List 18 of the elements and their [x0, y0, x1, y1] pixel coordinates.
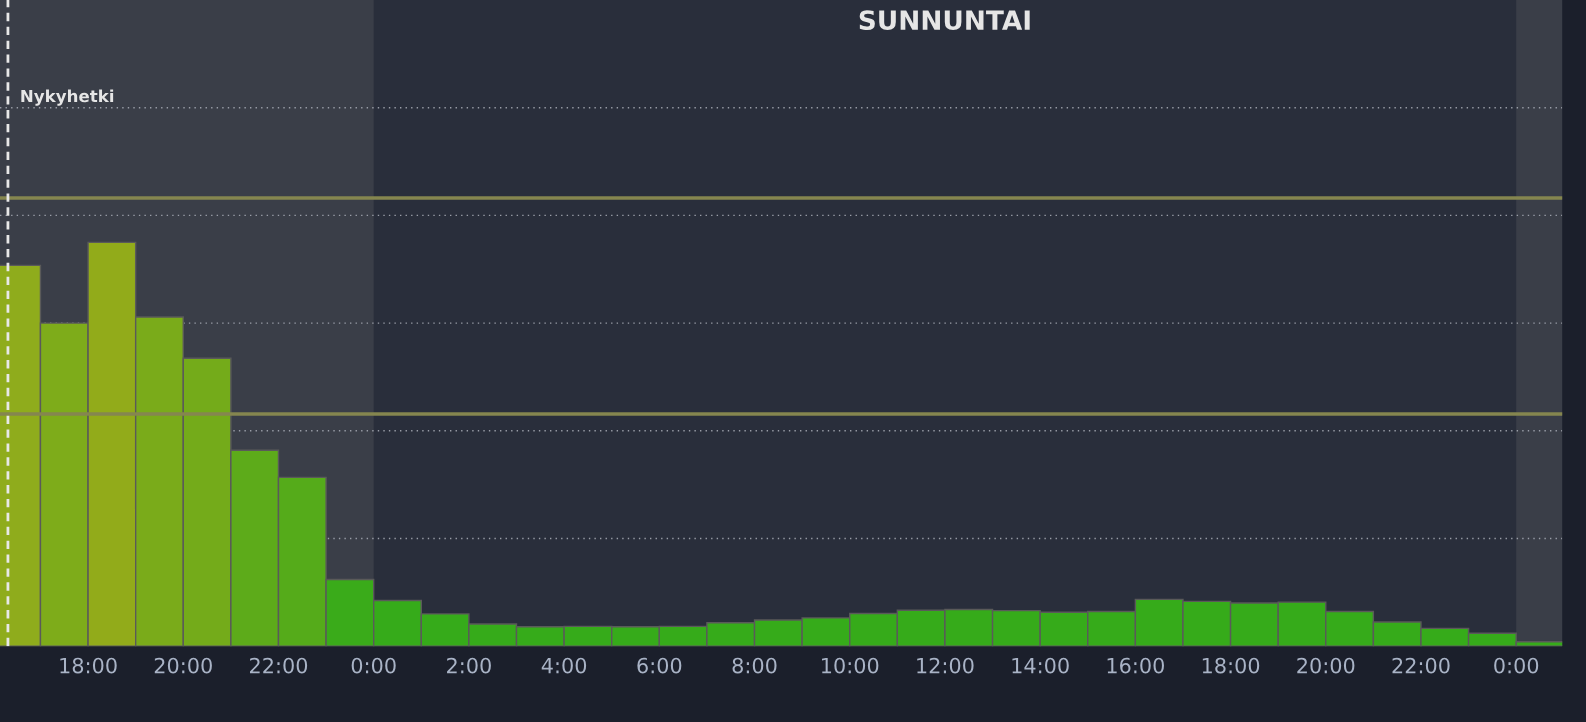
x-tick-label: 4:00: [541, 657, 587, 674]
x-tick-label: 20:00: [1297, 657, 1355, 674]
x-tick-label: 22:00: [249, 657, 308, 674]
x-tick-label: 2:00: [447, 657, 491, 674]
x-tick-label: 12:00: [917, 657, 974, 674]
x-tick-label: 6:00: [637, 657, 682, 674]
x-tick-label: 18:00: [1202, 657, 1260, 674]
x-tick-label: 8:00: [732, 657, 777, 674]
x-tick-label: 0:00: [1494, 657, 1539, 674]
x-tick-label: 20:00: [154, 657, 212, 674]
x-tick-label: 0:00: [351, 657, 396, 674]
x-tick-label: 18:00: [60, 657, 117, 674]
band-label: SUNNUNTAI: [859, 10, 1030, 31]
x-tick-label: 10:00: [822, 657, 879, 674]
x-tick-label: 16:00: [1107, 657, 1164, 674]
ref-line-label: Nykyhetki: [21, 89, 114, 106]
x-tick-label: 14:00: [1012, 657, 1069, 674]
x-tick-label: 22:00: [1392, 657, 1450, 674]
